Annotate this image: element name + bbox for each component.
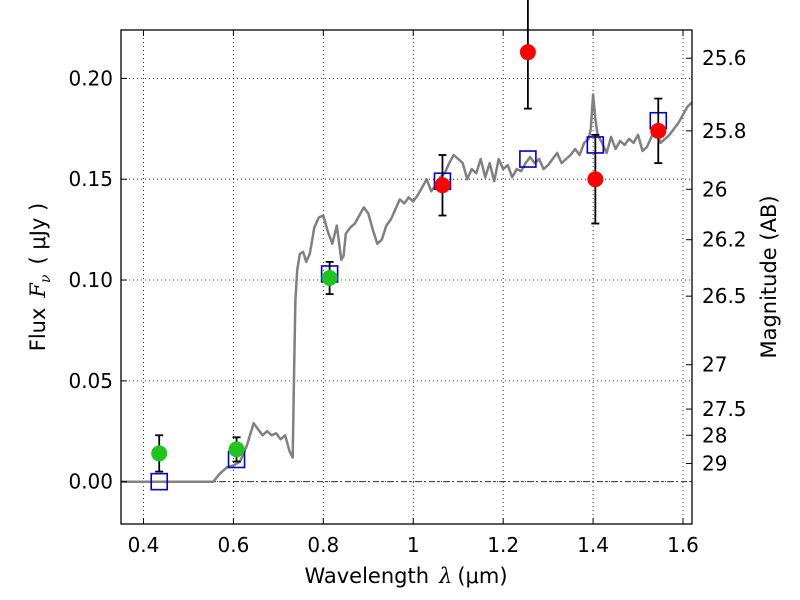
y2-tick-label: 26.5 (702, 284, 747, 308)
model-photometry-square (519, 150, 537, 168)
data-layer (121, 93, 692, 483)
y-tick-label: 0.05 (68, 369, 113, 393)
x-tick-label: 1.6 (667, 533, 699, 557)
model-spectrum-line (121, 93, 692, 483)
y2-tick-label: 26 (702, 177, 727, 201)
plot-frame (120, 29, 693, 525)
observed-flux-point (321, 270, 338, 287)
y2-tick-label: 27 (702, 353, 727, 377)
y2-tick-label: 25.8 (702, 119, 747, 143)
x-tick-label: 1.4 (577, 533, 609, 557)
observed-flux-point (228, 441, 245, 458)
y2-tick-label: 27.5 (702, 397, 747, 421)
x-tick-label: 0.4 (128, 533, 160, 557)
observed-flux-point (587, 171, 604, 188)
y2-tick-label: 28 (702, 423, 727, 447)
x-tick-label: 1.2 (487, 533, 519, 557)
observed-flux-point (519, 44, 536, 61)
axis-ticks: 0.4 0.6 0.8 1 1.2 1.4 1.6 0.00 0.05 0.10 0.15 0.20 2… (68, 30, 747, 557)
y2-axis-label: Magnitude (AB) (757, 195, 781, 358)
y-tick-label: 0.10 (68, 268, 113, 292)
y-axis-label: FluxFν( μJy ) (26, 203, 54, 351)
model-photometry-square (150, 472, 169, 491)
y2-tick-label: 29 (702, 452, 727, 476)
grid-lines (121, 30, 692, 524)
y2-tick-label: 25.6 (702, 46, 747, 70)
y-tick-label: 0.20 (68, 66, 113, 90)
x-tick-label: 1 (407, 533, 420, 557)
observed-flux-point (151, 445, 168, 462)
y-tick-label: 0.15 (68, 167, 113, 191)
observed-flux-point (434, 177, 451, 194)
y-tick-label: 0.00 (68, 470, 113, 494)
y2-tick-label: 26.2 (702, 228, 747, 252)
x-tick-label: 0.8 (307, 533, 339, 557)
marker-layer (150, 0, 668, 491)
observed-flux-point (650, 122, 667, 139)
x-axis-label: Wavelength λ (μm) (304, 564, 507, 588)
x-tick-label: 0.6 (217, 533, 249, 557)
